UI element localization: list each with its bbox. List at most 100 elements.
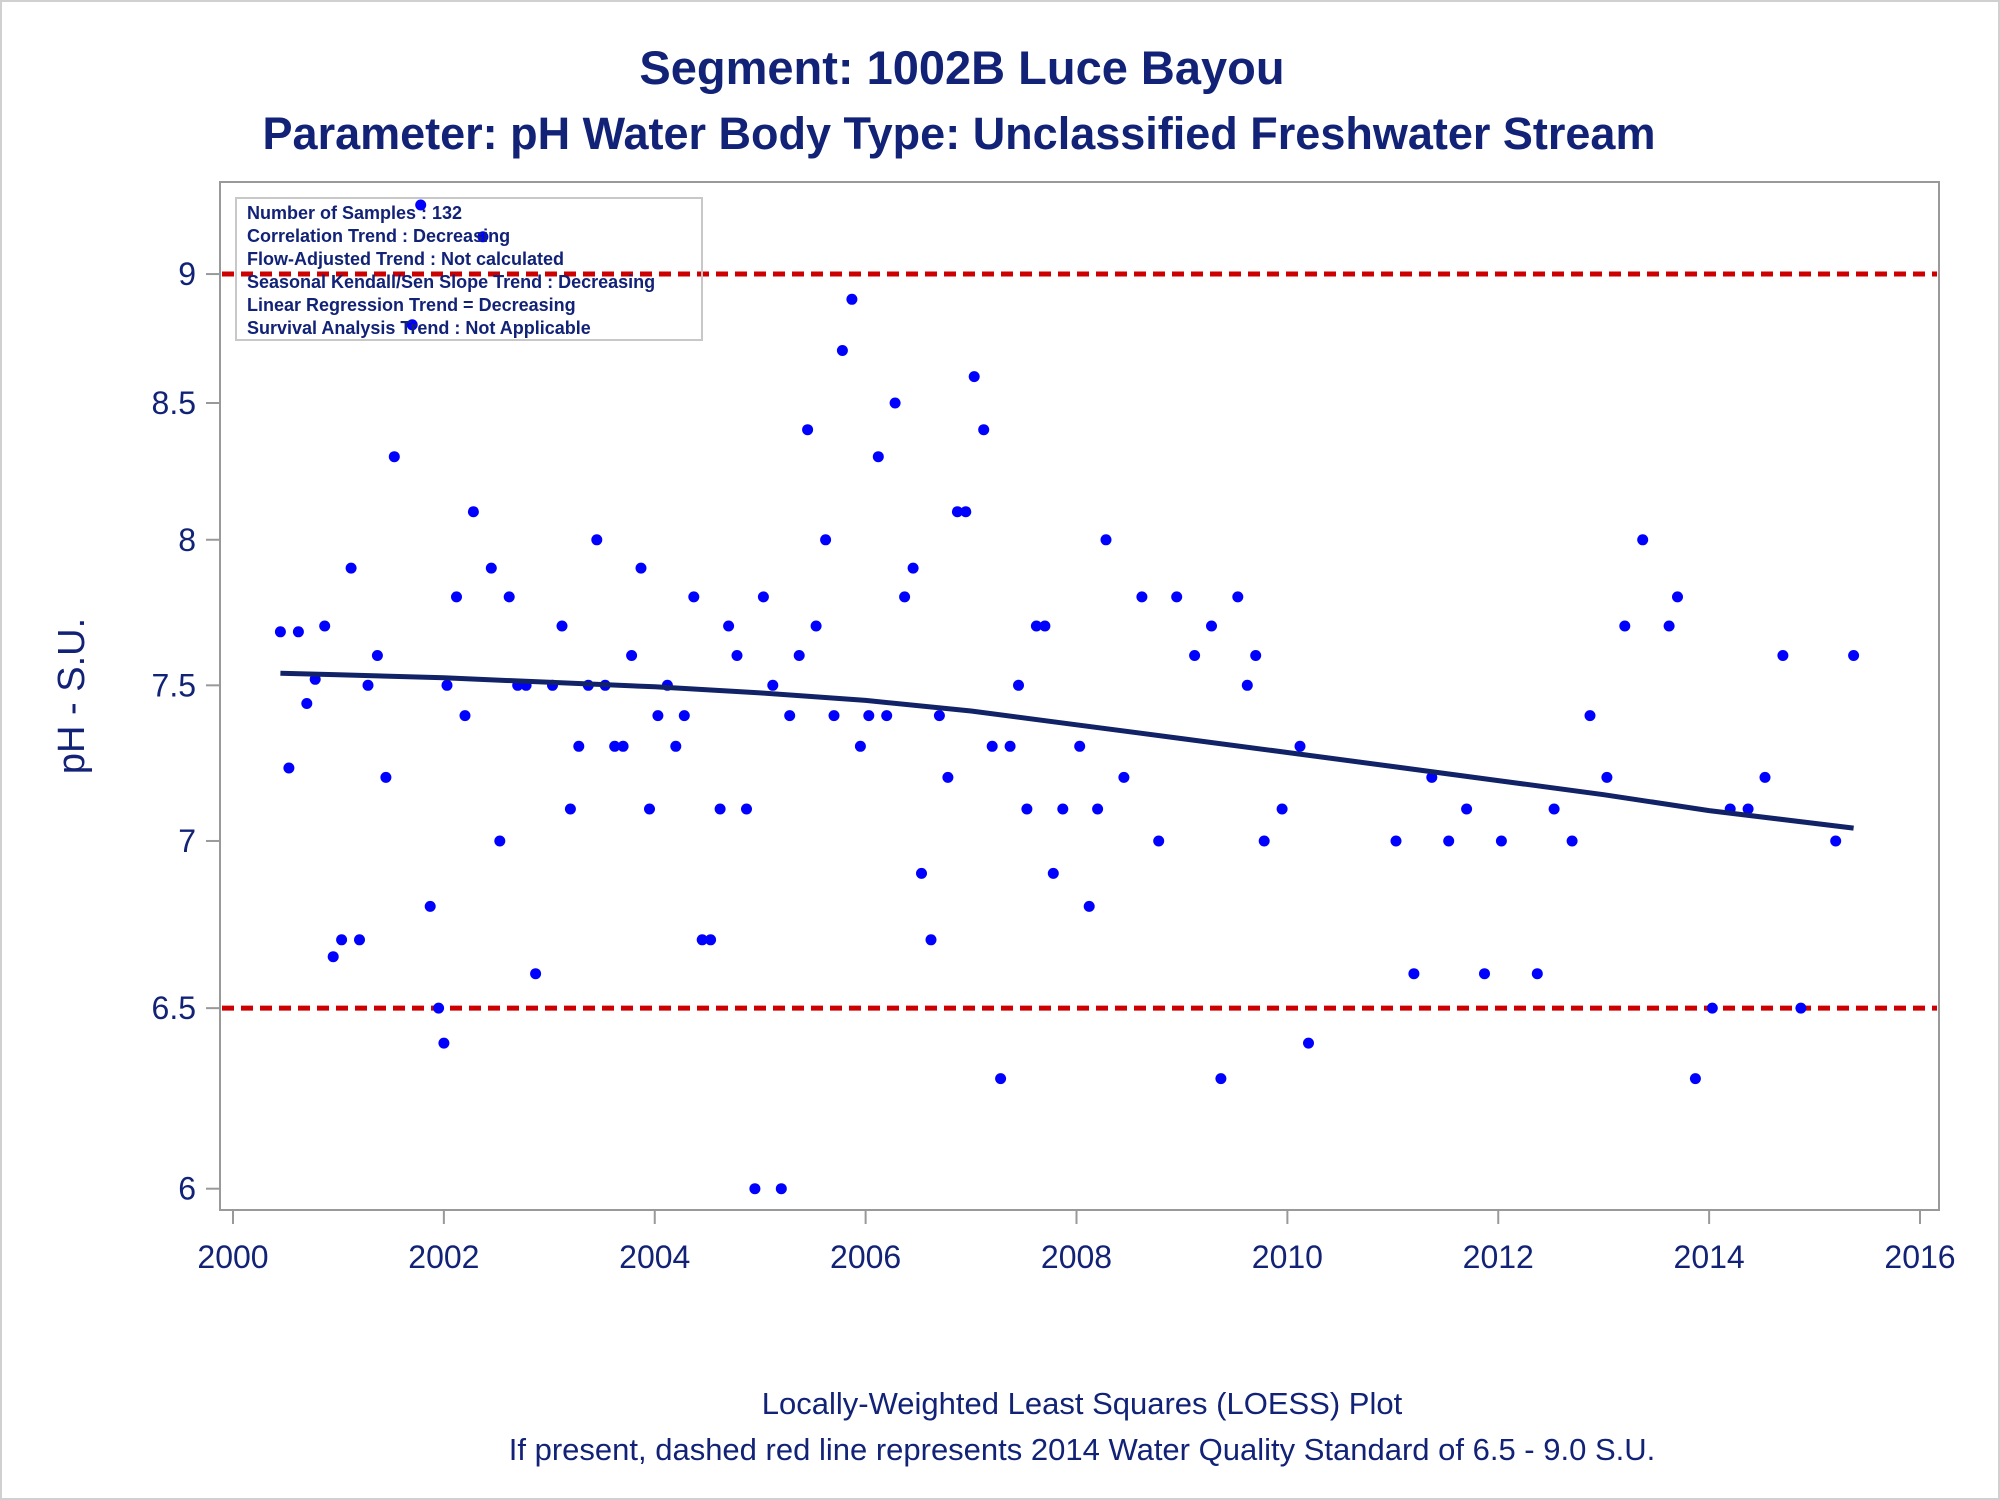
data-point bbox=[362, 679, 374, 691]
data-point bbox=[960, 506, 972, 518]
data-point bbox=[1030, 620, 1042, 632]
data-point bbox=[1672, 591, 1683, 603]
data-point bbox=[749, 1183, 761, 1195]
data-point bbox=[530, 968, 542, 980]
data-point bbox=[564, 803, 576, 815]
data-point bbox=[345, 562, 357, 574]
data-point bbox=[485, 562, 497, 574]
data-point bbox=[1531, 968, 1543, 980]
water-quality-standard-lines bbox=[222, 271, 1937, 1011]
data-point bbox=[1795, 1002, 1807, 1014]
data-point bbox=[810, 620, 822, 632]
x-tick-label: 2014 bbox=[1674, 1239, 1745, 1275]
plot-area bbox=[219, 181, 1940, 1211]
data-point bbox=[591, 534, 603, 546]
data-point bbox=[881, 710, 893, 722]
data-point bbox=[388, 451, 400, 463]
data-point bbox=[1706, 1002, 1718, 1014]
data-point bbox=[951, 506, 963, 518]
data-point bbox=[1276, 803, 1288, 815]
data-point bbox=[784, 710, 796, 722]
data-point bbox=[889, 397, 901, 409]
data-point bbox=[986, 740, 998, 752]
data-point bbox=[757, 591, 769, 603]
data-point bbox=[1232, 591, 1244, 603]
data-point bbox=[1083, 900, 1095, 912]
data-point bbox=[1189, 650, 1201, 661]
data-point bbox=[1566, 835, 1578, 847]
data-point bbox=[1619, 620, 1631, 632]
data-point bbox=[907, 562, 919, 574]
data-point bbox=[1303, 1037, 1314, 1049]
data-point bbox=[741, 803, 752, 815]
data-points bbox=[274, 199, 1860, 1195]
data-point bbox=[1153, 835, 1165, 847]
data-point bbox=[327, 951, 339, 963]
data-point bbox=[1426, 771, 1438, 783]
data-point bbox=[1021, 803, 1033, 815]
info-line-correlation: Correlation Trend : Decreasing bbox=[247, 226, 510, 246]
data-point bbox=[301, 698, 313, 709]
x-tick-label: 2012 bbox=[1463, 1239, 1534, 1275]
data-point bbox=[925, 934, 937, 946]
data-point bbox=[652, 710, 664, 722]
data-point bbox=[467, 506, 479, 518]
data-point bbox=[854, 740, 866, 752]
data-point bbox=[1408, 968, 1420, 980]
data-point bbox=[942, 771, 954, 783]
footnote-standard: If present, dashed red line represents 2… bbox=[509, 1432, 1656, 1467]
data-point bbox=[1663, 620, 1675, 632]
data-point bbox=[1206, 620, 1217, 632]
data-point bbox=[1495, 835, 1507, 847]
x-tick-label: 2000 bbox=[197, 1239, 268, 1275]
data-point bbox=[1294, 740, 1306, 752]
data-point bbox=[995, 1073, 1007, 1085]
info-line-flow-adjusted: Flow-Adjusted Trend : Not calculated bbox=[247, 249, 564, 269]
data-point bbox=[441, 679, 453, 691]
data-point bbox=[1742, 803, 1754, 815]
data-point bbox=[820, 534, 832, 546]
data-point bbox=[968, 371, 980, 383]
data-point bbox=[1479, 968, 1490, 980]
data-point bbox=[775, 1183, 787, 1195]
data-point bbox=[451, 591, 462, 603]
data-point bbox=[678, 710, 690, 722]
data-point bbox=[477, 231, 489, 243]
data-point bbox=[828, 710, 840, 722]
data-point bbox=[731, 650, 743, 661]
data-point bbox=[916, 867, 927, 879]
data-point bbox=[371, 650, 383, 661]
data-point bbox=[1118, 771, 1130, 783]
data-point bbox=[899, 591, 911, 603]
data-point bbox=[846, 293, 858, 305]
data-point bbox=[1258, 835, 1270, 847]
data-point bbox=[670, 740, 682, 752]
data-point bbox=[1057, 803, 1069, 815]
data-point bbox=[1215, 1073, 1227, 1085]
x-tick-label: 2016 bbox=[1884, 1239, 1955, 1275]
data-point bbox=[1092, 803, 1104, 815]
data-point bbox=[503, 591, 515, 603]
x-tick-label: 2006 bbox=[830, 1239, 901, 1275]
data-point bbox=[354, 934, 365, 946]
footnote-loess: Locally-Weighted Least Squares (LOESS) P… bbox=[762, 1386, 1403, 1421]
data-point bbox=[609, 740, 621, 752]
data-point bbox=[1390, 835, 1402, 847]
data-point bbox=[1584, 710, 1596, 722]
x-tick-label: 2002 bbox=[408, 1239, 479, 1275]
info-line-samples: Number of Samples : 132 bbox=[247, 203, 462, 223]
y-tick-label: 7 bbox=[178, 823, 196, 859]
data-point bbox=[459, 710, 471, 722]
data-point bbox=[380, 771, 392, 783]
data-point bbox=[1047, 867, 1059, 879]
data-point bbox=[438, 1037, 450, 1049]
data-point bbox=[494, 835, 506, 847]
chart-subtitle: Parameter: pH Water Body Type: Unclassif… bbox=[263, 108, 1656, 159]
data-point bbox=[688, 591, 700, 603]
chart-title: Segment: 1002B Luce Bayou bbox=[639, 41, 1284, 94]
y-axis-label: pH - S.U. bbox=[51, 618, 93, 774]
data-point bbox=[1637, 534, 1649, 546]
data-point bbox=[1777, 650, 1789, 661]
